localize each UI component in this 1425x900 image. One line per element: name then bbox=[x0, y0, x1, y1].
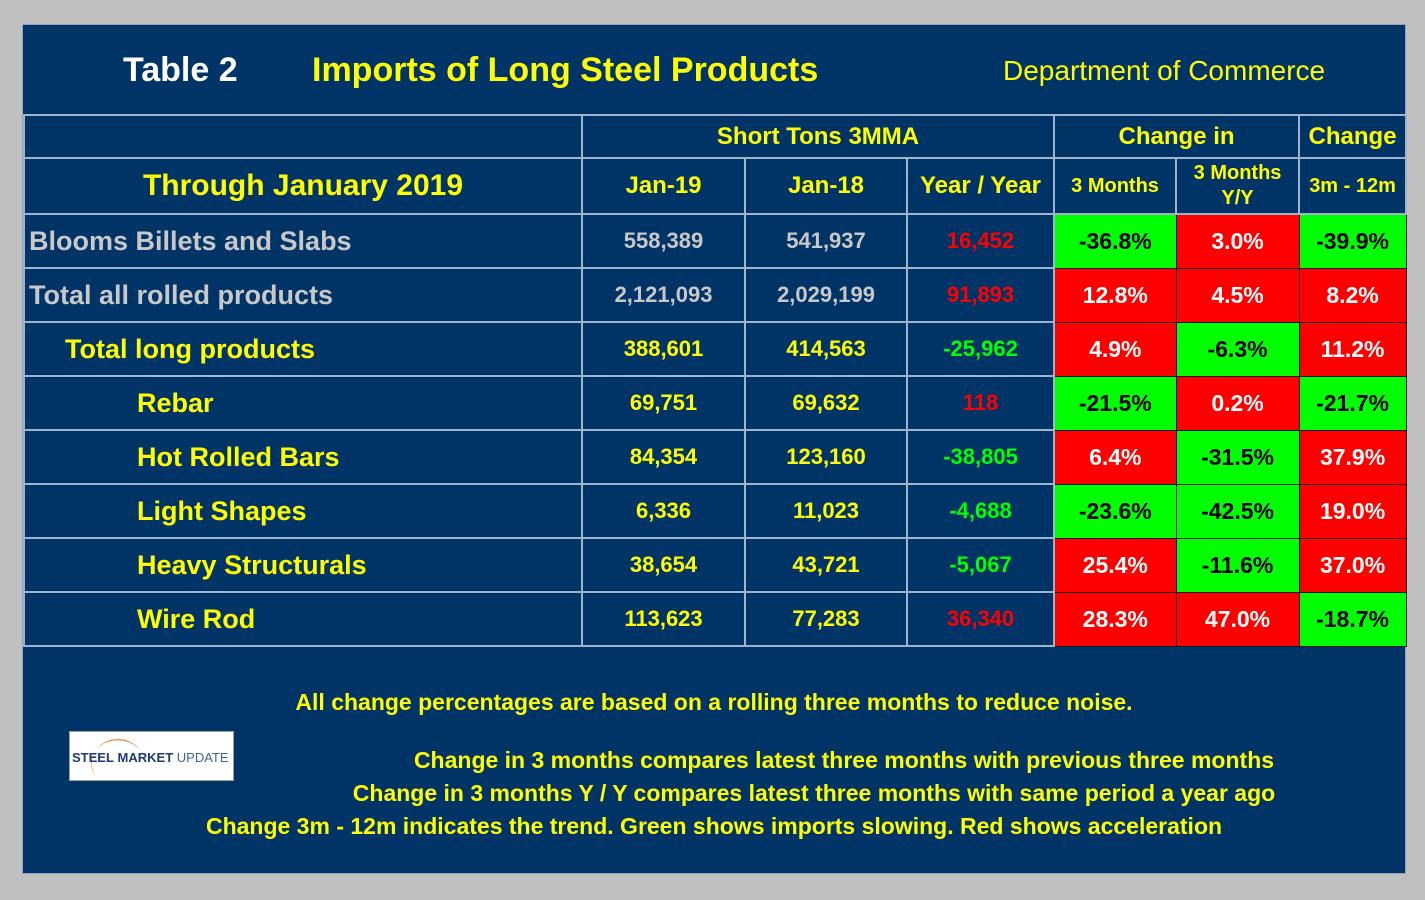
note-rolling: All change percentages are based on a ro… bbox=[295, 689, 1133, 715]
note-3-months-yy: Change in 3 months Y / Y compares latest… bbox=[352, 780, 1276, 806]
row-label: Heavy Structurals bbox=[23, 537, 583, 593]
table-row: Total all rolled products 2,121,093 2,029,… bbox=[23, 267, 1407, 323]
cell-jan19: 2,121,093 bbox=[581, 267, 746, 323]
cell-jan18: 414,563 bbox=[744, 321, 908, 377]
row-label: Light Shapes bbox=[23, 483, 583, 539]
table-row: Blooms Billets and Slabs 558,389 541,937 16… bbox=[23, 213, 1407, 269]
table-row: Light Shapes 6,336 11,023 -4,688 -23.6% -42.5… bbox=[23, 483, 1407, 539]
cell-jan19: 69,751 bbox=[581, 375, 746, 431]
header-3-months-yy-line1: 3 Months bbox=[1193, 162, 1282, 184]
cell-yoy: -4,688 bbox=[905, 483, 1056, 539]
steel-market-update-logo: STEEL MARKET UPDATE bbox=[69, 731, 234, 781]
cell-jan19: 38,654 bbox=[581, 537, 746, 593]
logo-text: STEEL MARKET UPDATE bbox=[72, 750, 229, 765]
table-row: Hot Rolled Bars 84,354 123,160 -38,805 6.4% -… bbox=[23, 429, 1407, 485]
cell-yoy: -25,962 bbox=[905, 321, 1056, 377]
cell-yoy: 118 bbox=[905, 375, 1056, 431]
cell-change-3m: 4.9% bbox=[1053, 321, 1177, 377]
header-3-months-yy: 3 Months Y/Y bbox=[1175, 157, 1301, 215]
header-row-columns: Through January 2019 Jan-19 Jan-18 Year … bbox=[23, 157, 1408, 215]
header-change: Change bbox=[1298, 114, 1408, 159]
table-row: Heavy Structurals 38,654 43,721 -5,067 25.4%… bbox=[23, 537, 1407, 593]
header-short-tons: Short Tons 3MMA bbox=[580, 114, 1056, 159]
cell-change-3m-12m: -18.7% bbox=[1298, 591, 1407, 647]
title-bar: Table 2 Imports of Long Steel Products D… bbox=[23, 25, 1405, 114]
cell-jan18: 2,029,199 bbox=[744, 267, 908, 323]
table-title: Imports of Long Steel Products bbox=[312, 51, 819, 89]
header-jan19: Jan-19 bbox=[581, 157, 746, 215]
table-row: Wire Rod 113,623 77,283 36,340 28.3% 47.0% -18… bbox=[23, 591, 1407, 647]
logo-word-update: UPDATE bbox=[176, 750, 229, 765]
data-source: Department of Commerce bbox=[1003, 55, 1326, 86]
cell-change-3m: 28.3% bbox=[1053, 591, 1177, 647]
table-label: Table 2 bbox=[123, 51, 238, 89]
note-3-months: Change in 3 months compares latest three… bbox=[413, 747, 1275, 773]
header-change-in: Change in bbox=[1053, 114, 1301, 159]
cell-change-3m: -23.6% bbox=[1053, 483, 1177, 539]
cell-jan18: 69,632 bbox=[744, 375, 908, 431]
row-label: Total all rolled products bbox=[23, 267, 583, 323]
cell-jan19: 84,354 bbox=[581, 429, 746, 485]
cell-change-3m-12m: -21.7% bbox=[1298, 375, 1407, 431]
cell-jan19: 388,601 bbox=[581, 321, 746, 377]
cell-jan18: 123,160 bbox=[744, 429, 908, 485]
cell-change-3m: 25.4% bbox=[1053, 537, 1177, 593]
cell-change-3m-yy: -31.5% bbox=[1175, 429, 1300, 485]
cell-yoy: 36,340 bbox=[905, 591, 1056, 647]
header-empty bbox=[23, 114, 583, 159]
cell-change-3m-yy: 0.2% bbox=[1175, 375, 1300, 431]
cell-jan18: 11,023 bbox=[744, 483, 908, 539]
cell-jan18: 43,721 bbox=[744, 537, 908, 593]
header-yoy: Year / Year bbox=[905, 157, 1056, 215]
cell-change-3m-yy: -42.5% bbox=[1175, 483, 1300, 539]
cell-jan18: 541,937 bbox=[744, 213, 908, 269]
logo-word-market: MARKET bbox=[117, 750, 174, 765]
cell-change-3m-yy: 4.5% bbox=[1175, 267, 1300, 323]
cell-jan19: 6,336 bbox=[581, 483, 746, 539]
cell-change-3m-12m: 37.0% bbox=[1298, 537, 1407, 593]
header-3-months-yy-line2: Y/Y bbox=[1221, 187, 1254, 209]
row-label: Wire Rod bbox=[23, 591, 583, 647]
cell-yoy: -5,067 bbox=[905, 537, 1056, 593]
cell-change-3m-12m: 11.2% bbox=[1298, 321, 1407, 377]
cell-change-3m: 12.8% bbox=[1053, 267, 1177, 323]
header-row-groups: Short Tons 3MMA Change in Change bbox=[23, 114, 1408, 159]
cell-yoy: -38,805 bbox=[905, 429, 1056, 485]
header-3m-12m: 3m - 12m bbox=[1298, 157, 1408, 215]
cell-change-3m: -21.5% bbox=[1053, 375, 1177, 431]
header-3-months: 3 Months bbox=[1053, 157, 1178, 215]
table-body: Blooms Billets and Slabs 558,389 541,937 16… bbox=[23, 213, 1407, 647]
imports-table: Short Tons 3MMA Change in Change Through… bbox=[23, 114, 1408, 647]
cell-change-3m-yy: -6.3% bbox=[1175, 321, 1300, 377]
cell-change-3m-12m: 8.2% bbox=[1298, 267, 1407, 323]
cell-yoy: 16,452 bbox=[905, 213, 1056, 269]
header-period: Through January 2019 bbox=[23, 157, 583, 215]
table-panel: Table 2 Imports of Long Steel Products D… bbox=[22, 24, 1408, 874]
cell-jan19: 558,389 bbox=[581, 213, 746, 269]
cell-change-3m-12m: 19.0% bbox=[1298, 483, 1407, 539]
cell-change-3m-yy: -11.6% bbox=[1175, 537, 1300, 593]
row-label: Blooms Billets and Slabs bbox=[23, 213, 583, 269]
cell-change-3m-yy: 3.0% bbox=[1175, 213, 1300, 269]
cell-change-3m-yy: 47.0% bbox=[1175, 591, 1300, 647]
note-trend: Change 3m - 12m indicates the trend. Gre… bbox=[205, 813, 1223, 839]
row-label: Total long products bbox=[23, 321, 583, 377]
cell-change-3m-12m: -39.9% bbox=[1298, 213, 1407, 269]
row-label: Hot Rolled Bars bbox=[23, 429, 583, 485]
header-jan18: Jan-18 bbox=[744, 157, 908, 215]
table-row: Rebar 69,751 69,632 118 -21.5% 0.2% -21.7% bbox=[23, 375, 1407, 431]
table-row: Total long products 388,601 414,563 -25,962… bbox=[23, 321, 1407, 377]
cell-jan19: 113,623 bbox=[581, 591, 746, 647]
cell-change-3m: 6.4% bbox=[1053, 429, 1177, 485]
cell-yoy: 91,893 bbox=[905, 267, 1056, 323]
row-label: Rebar bbox=[23, 375, 583, 431]
logo-word-steel: STEEL bbox=[72, 750, 114, 765]
cell-change-3m: -36.8% bbox=[1053, 213, 1177, 269]
cell-jan18: 77,283 bbox=[744, 591, 908, 647]
cell-change-3m-12m: 37.9% bbox=[1298, 429, 1407, 485]
